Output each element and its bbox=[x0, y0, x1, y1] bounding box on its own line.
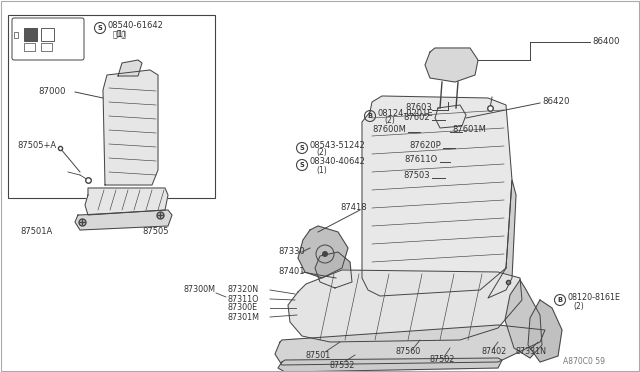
Text: (1): (1) bbox=[115, 29, 125, 38]
Polygon shape bbox=[298, 226, 348, 278]
Text: 87611O: 87611O bbox=[404, 154, 438, 164]
Text: B: B bbox=[367, 113, 372, 119]
Polygon shape bbox=[315, 252, 352, 288]
Text: 87505: 87505 bbox=[142, 228, 168, 237]
Polygon shape bbox=[278, 358, 502, 372]
Text: 87560: 87560 bbox=[395, 347, 420, 356]
Text: 08540-61642: 08540-61642 bbox=[107, 22, 163, 31]
Bar bbox=[8, 15, 215, 198]
Text: 08543-51242: 08543-51242 bbox=[310, 141, 365, 150]
Text: 87331N: 87331N bbox=[516, 347, 547, 356]
Text: 87300E: 87300E bbox=[228, 304, 258, 312]
Text: 87601M: 87601M bbox=[452, 125, 486, 134]
Polygon shape bbox=[435, 105, 466, 128]
Bar bbox=[24, 28, 37, 41]
Polygon shape bbox=[103, 70, 158, 185]
Polygon shape bbox=[425, 48, 478, 82]
Bar bbox=[24, 43, 35, 51]
Polygon shape bbox=[362, 96, 512, 296]
Text: 87401: 87401 bbox=[278, 267, 305, 276]
Text: 87505+A: 87505+A bbox=[17, 141, 56, 150]
Polygon shape bbox=[275, 325, 545, 365]
Polygon shape bbox=[288, 270, 522, 342]
Text: 87418: 87418 bbox=[340, 203, 367, 212]
Text: 86400: 86400 bbox=[592, 38, 620, 46]
Text: 87402: 87402 bbox=[482, 347, 508, 356]
Text: (1): (1) bbox=[316, 166, 327, 174]
Text: 87311O: 87311O bbox=[228, 295, 259, 304]
FancyBboxPatch shape bbox=[12, 18, 84, 60]
Polygon shape bbox=[85, 188, 168, 215]
Text: 87320N: 87320N bbox=[228, 285, 259, 295]
Text: 87603: 87603 bbox=[405, 103, 432, 112]
Text: 87330: 87330 bbox=[278, 247, 305, 257]
Text: 1）: 1） bbox=[113, 29, 127, 38]
Bar bbox=[14, 32, 18, 38]
Text: A870C0 59: A870C0 59 bbox=[563, 357, 605, 366]
Polygon shape bbox=[488, 180, 516, 298]
Text: 86420: 86420 bbox=[542, 96, 570, 106]
Polygon shape bbox=[528, 300, 562, 362]
Bar bbox=[41, 43, 52, 51]
Text: 87301M: 87301M bbox=[228, 312, 260, 321]
Text: S: S bbox=[98, 25, 102, 31]
Text: S: S bbox=[300, 162, 305, 168]
Text: S: S bbox=[300, 145, 305, 151]
Bar bbox=[41, 28, 54, 41]
Text: 87600M: 87600M bbox=[372, 125, 406, 134]
Text: 87501: 87501 bbox=[306, 350, 332, 359]
Circle shape bbox=[322, 251, 328, 257]
Polygon shape bbox=[505, 280, 542, 358]
Text: 87503: 87503 bbox=[403, 170, 430, 180]
Text: 87502: 87502 bbox=[430, 356, 456, 365]
Text: B: B bbox=[557, 297, 563, 303]
Text: (2): (2) bbox=[573, 302, 584, 311]
Text: 87602: 87602 bbox=[403, 112, 430, 122]
Text: 87501A: 87501A bbox=[20, 228, 52, 237]
Text: 87532: 87532 bbox=[330, 360, 355, 369]
Text: 87620P: 87620P bbox=[409, 141, 441, 150]
Text: (2): (2) bbox=[384, 116, 395, 125]
Text: 87000: 87000 bbox=[38, 87, 65, 96]
Text: 87300M: 87300M bbox=[183, 285, 215, 294]
Text: 08120-8161E: 08120-8161E bbox=[567, 294, 620, 302]
Text: 08340-40642: 08340-40642 bbox=[310, 157, 366, 167]
Polygon shape bbox=[118, 60, 142, 76]
Text: (2): (2) bbox=[316, 148, 327, 157]
Polygon shape bbox=[75, 210, 172, 230]
Text: 08124-0201E: 08124-0201E bbox=[378, 109, 434, 118]
